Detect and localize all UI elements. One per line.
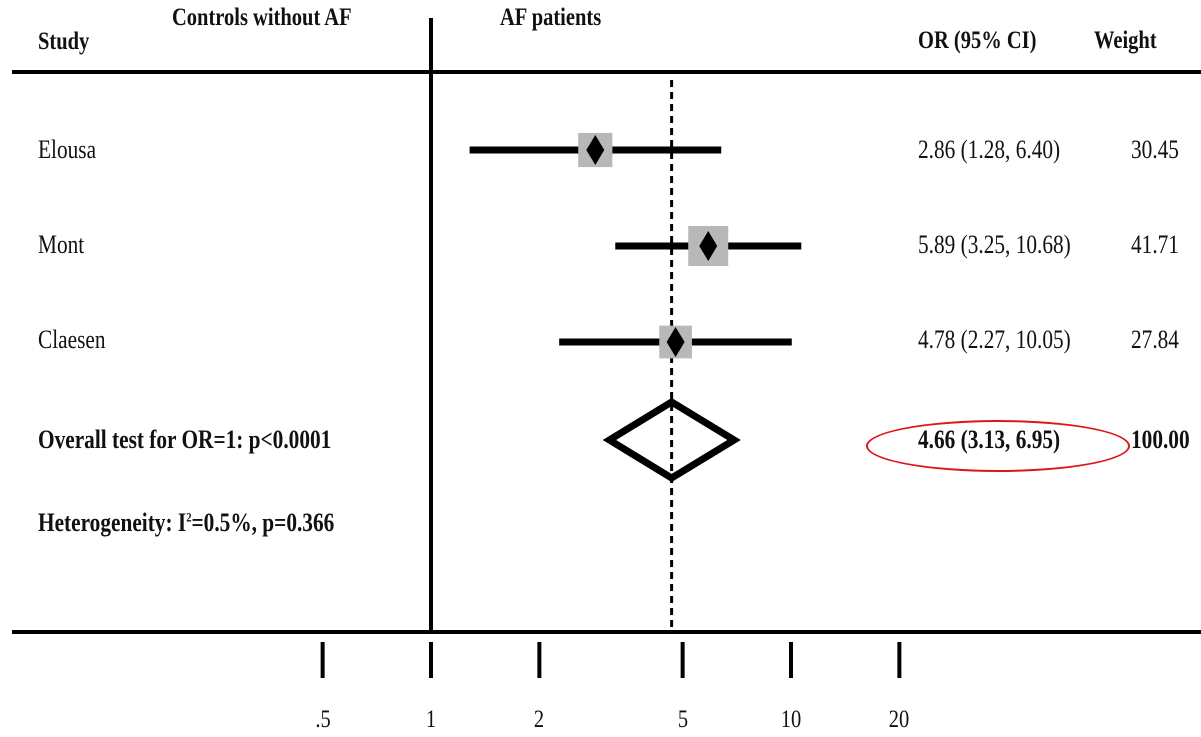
point-estimate-marker (666, 327, 685, 357)
overall-label: Overall test for OR=1: p<0.0001 (38, 425, 332, 454)
heterogeneity-suffix: =0.5%, p=0.366 (191, 508, 335, 537)
header-study: Study (38, 28, 90, 55)
point-estimate-marker (586, 135, 605, 165)
header-weight: Weight (1094, 27, 1157, 54)
study-weight: 30.45 (1131, 135, 1179, 164)
study-ci-text: 2.86 (1.28, 6.40) (918, 135, 1061, 164)
heterogeneity-prefix: Heterogeneity: I (38, 508, 187, 537)
study-ci-text: 4.78 (2.27, 10.05) (918, 325, 1071, 354)
point-estimate-marker (699, 231, 718, 261)
study-weight: 27.84 (1131, 325, 1179, 354)
highlight-ellipse (866, 420, 1130, 472)
x-tick-label: 10 (780, 706, 802, 733)
x-tick-label: .5 (314, 706, 331, 733)
header-controls: Controls without AF (172, 4, 352, 31)
study-label: Mont (38, 230, 85, 259)
x-tick-label: 20 (889, 706, 910, 733)
header-af-patients: AF patients (500, 4, 602, 31)
study-ci-text: 5.89 (3.25, 10.68) (918, 230, 1071, 259)
heterogeneity-label: Heterogeneity: I2=0.5%, p=0.366 (38, 508, 334, 538)
study-label: Claesen (38, 325, 106, 354)
x-tick-label: 2 (534, 706, 545, 733)
study-label: Elousa (38, 135, 97, 164)
study-weight: 41.71 (1131, 230, 1179, 259)
x-tick-label: 5 (677, 706, 688, 733)
x-tick-label: 1 (425, 706, 437, 733)
overall-weight: 100.00 (1131, 425, 1190, 454)
overall-diamond (602, 397, 741, 483)
heterogeneity-sup: 2 (186, 509, 192, 525)
header-or-ci: OR (95% CI) (918, 27, 1037, 54)
